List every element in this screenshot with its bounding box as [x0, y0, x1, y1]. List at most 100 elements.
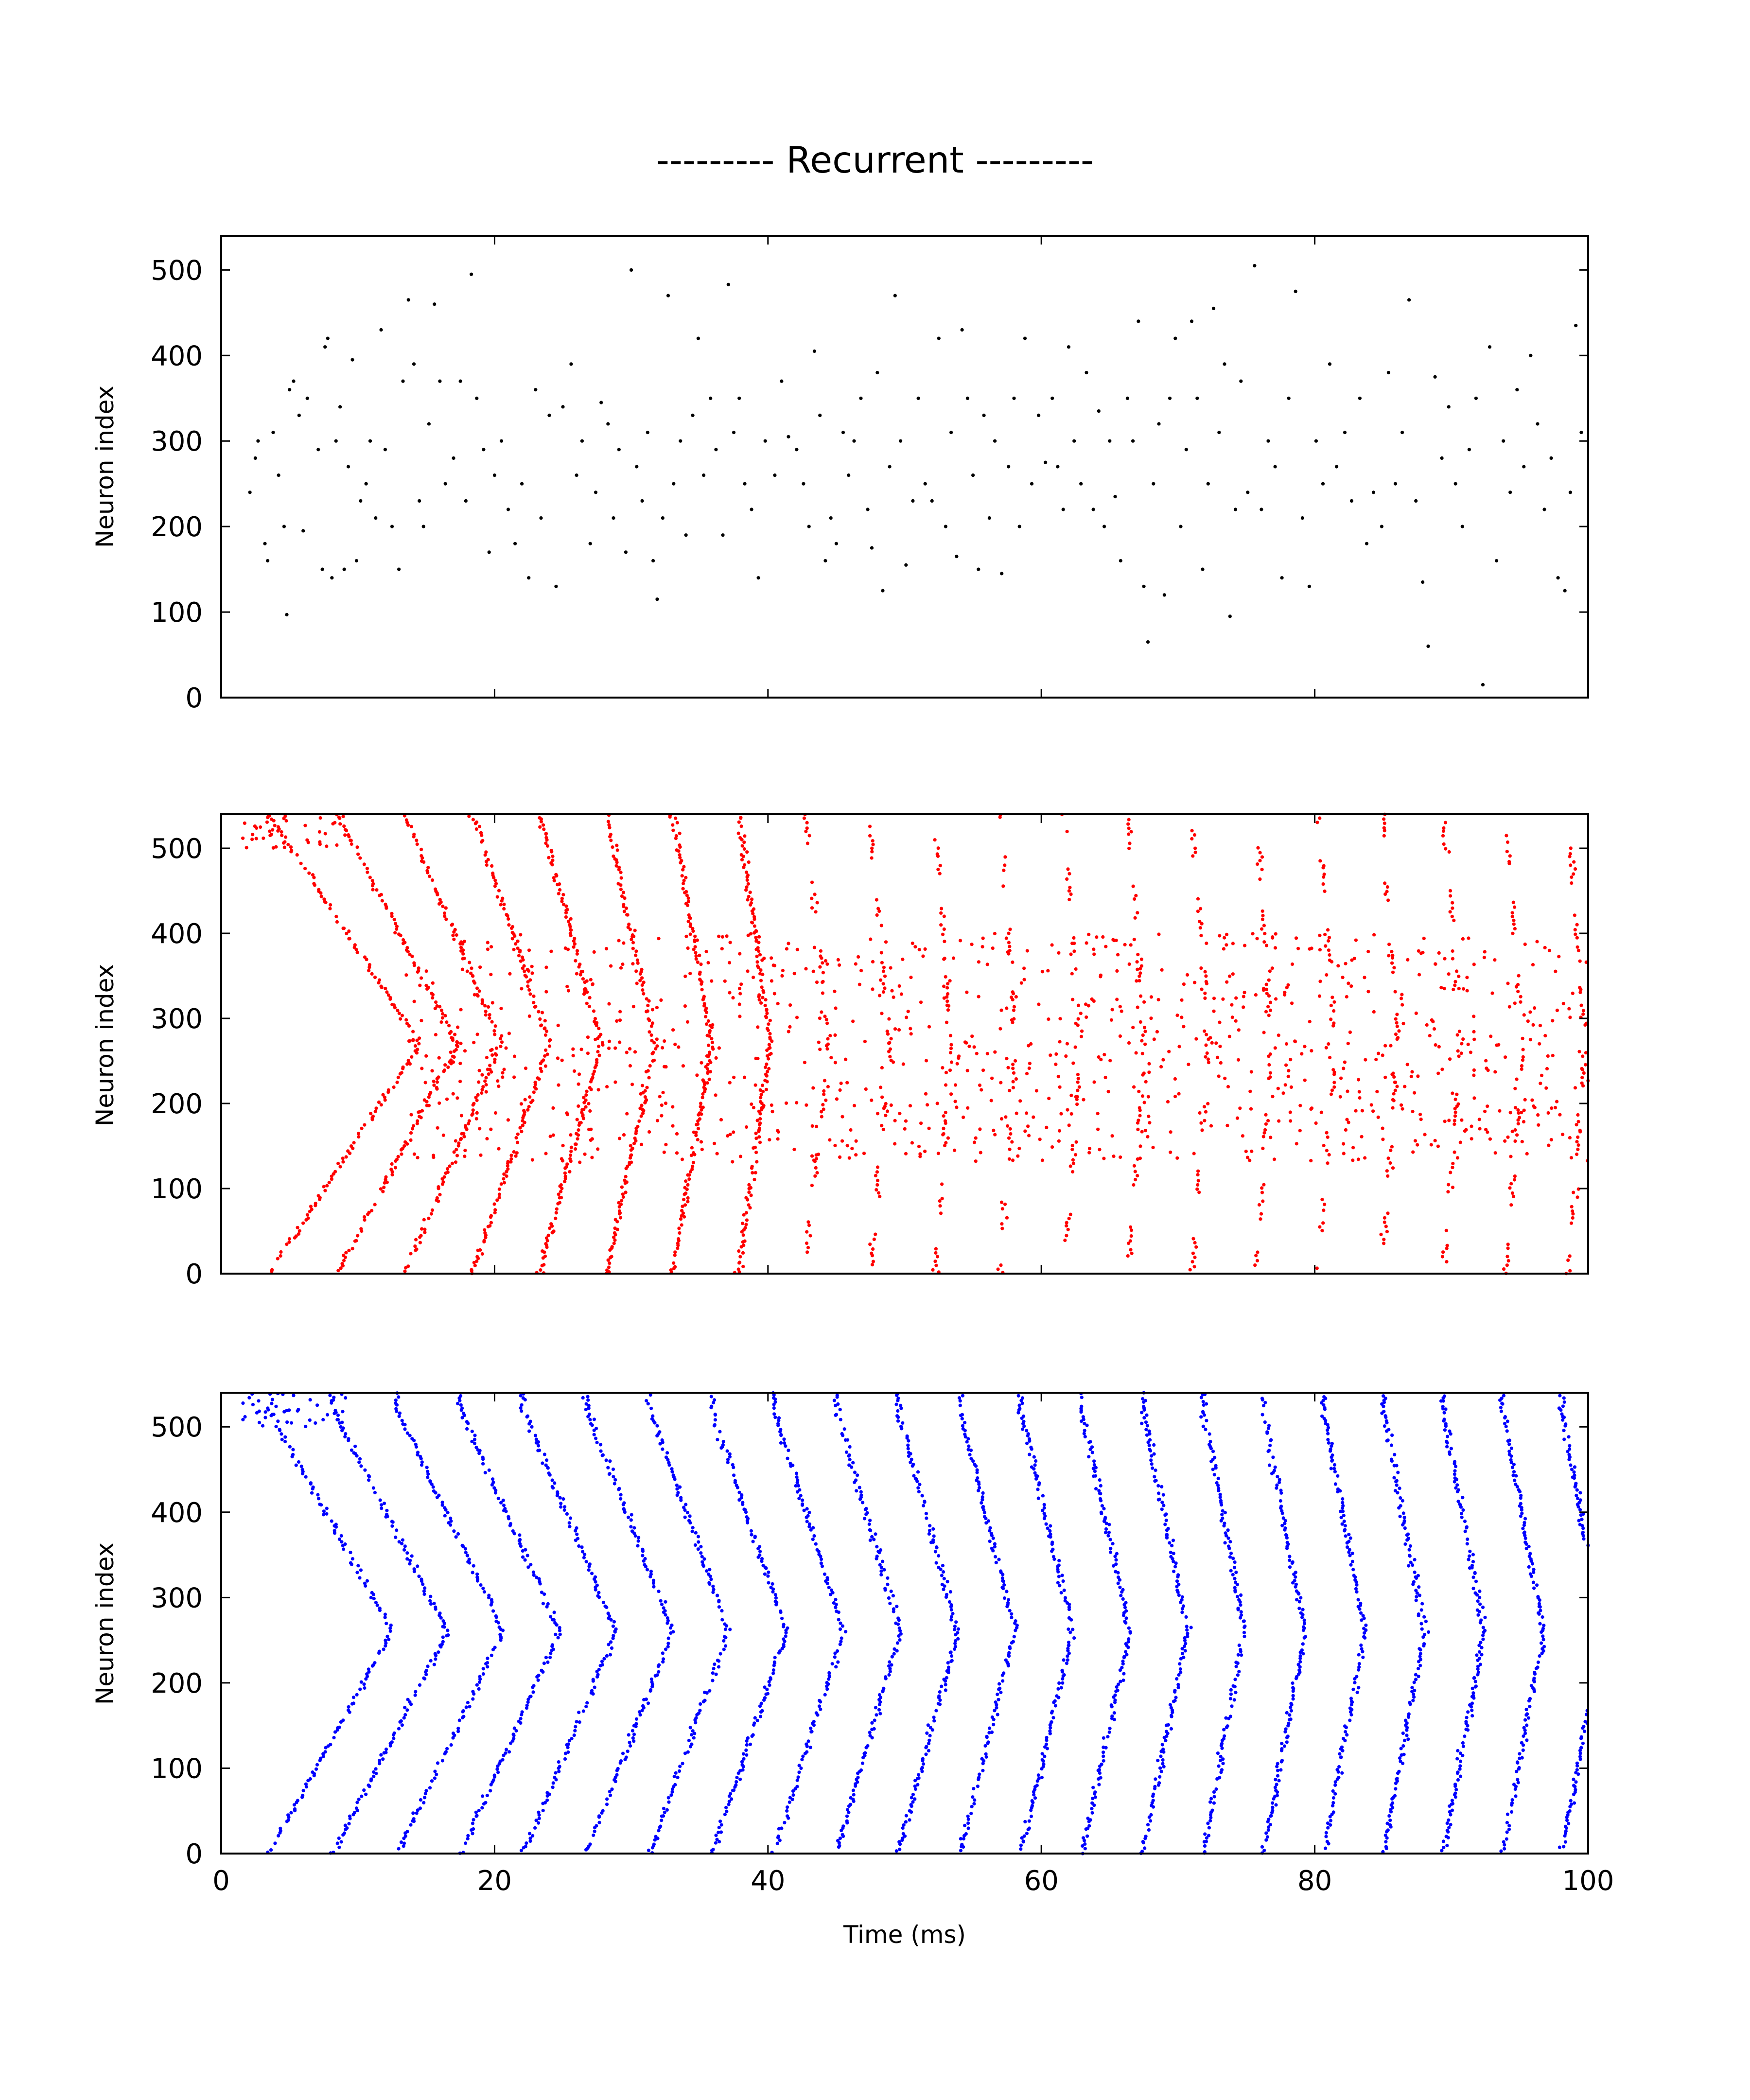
spike-middle — [1517, 974, 1521, 978]
spike-bottom — [429, 1602, 433, 1606]
spike-top — [506, 508, 510, 511]
spike-middle — [675, 1151, 679, 1155]
spike-middle — [1580, 1076, 1584, 1080]
spike-bottom — [994, 1560, 998, 1564]
spike-middle — [720, 947, 724, 951]
spike-bottom — [867, 1522, 871, 1526]
spike-bottom — [750, 1533, 753, 1537]
spike-bottom — [344, 1432, 348, 1436]
spike-middle — [897, 1028, 901, 1032]
spike-middle — [1572, 1190, 1575, 1194]
spike-middle — [985, 1051, 989, 1056]
spike-middle — [1533, 1006, 1537, 1010]
spike-middle — [1236, 1058, 1241, 1062]
spike-middle — [1138, 971, 1142, 975]
spike-bottom — [301, 1788, 305, 1793]
spike-middle — [1389, 1044, 1393, 1048]
spike-bottom — [360, 1794, 364, 1798]
spike-bottom — [597, 1591, 601, 1594]
spike-top — [1246, 490, 1250, 494]
spike-middle — [474, 827, 478, 831]
spike-middle — [430, 992, 434, 996]
spike-middle — [312, 882, 316, 886]
spike-middle — [1508, 854, 1512, 858]
spike-middle — [406, 1264, 410, 1268]
spike-middle — [1392, 1092, 1396, 1096]
spike-top — [305, 396, 309, 400]
spike-middle — [1132, 1183, 1136, 1187]
spike-top — [379, 328, 383, 332]
spike-middle — [317, 830, 322, 834]
spike-bottom — [562, 1508, 566, 1512]
spike-middle — [1546, 1111, 1550, 1115]
spike-bottom — [675, 1483, 679, 1487]
spike-middle — [526, 1108, 530, 1112]
spike-middle — [1382, 822, 1386, 825]
spike-middle — [442, 1068, 447, 1072]
spike-middle — [450, 1161, 455, 1165]
spike-middle — [924, 1059, 928, 1063]
spike-bottom — [810, 1730, 814, 1733]
spike-middle — [468, 961, 472, 964]
spike-bottom — [643, 1557, 647, 1561]
spike-middle — [560, 1196, 563, 1200]
spike-middle — [461, 948, 465, 952]
spike-middle — [1328, 1055, 1332, 1060]
spike-middle — [934, 1263, 938, 1267]
spike-middle — [664, 1143, 668, 1147]
spike-middle — [604, 947, 609, 951]
spike-middle — [1161, 1058, 1165, 1062]
spike-bottom — [549, 1651, 553, 1655]
spike-top — [406, 298, 410, 302]
spike-middle — [1321, 882, 1325, 886]
spike-middle — [1264, 987, 1269, 991]
spike-bottom — [671, 1473, 675, 1477]
spike-middle — [1383, 892, 1387, 896]
spike-middle — [487, 1072, 490, 1076]
spike-bottom — [545, 1458, 549, 1462]
spike-bottom — [886, 1576, 890, 1580]
spike-bottom — [806, 1514, 810, 1518]
spike-middle — [625, 913, 629, 917]
spike-middle — [695, 1073, 699, 1077]
spike-bottom — [699, 1702, 702, 1706]
spike-middle — [371, 882, 375, 886]
spike-bottom — [289, 1811, 293, 1815]
spike-bottom — [800, 1758, 804, 1762]
spike-middle — [1242, 1005, 1245, 1009]
spike-bottom — [544, 1656, 548, 1660]
spike-middle — [1458, 1140, 1462, 1144]
spike-middle — [338, 816, 342, 820]
spike-middle — [1451, 949, 1454, 953]
spike-top — [818, 413, 822, 418]
spike-middle — [298, 1229, 301, 1233]
spike-bottom — [493, 1645, 497, 1649]
spike-middle — [524, 1067, 528, 1070]
spike-middle — [486, 1068, 490, 1071]
spike-bottom — [606, 1611, 610, 1615]
spike-top — [965, 396, 969, 400]
spike-bottom — [959, 1837, 962, 1841]
spike-middle — [579, 1048, 583, 1051]
spike-bottom — [833, 1655, 837, 1659]
spike-middle — [426, 866, 430, 870]
spike-middle — [683, 1203, 687, 1207]
spike-middle — [1092, 952, 1096, 956]
spike-middle — [431, 996, 435, 1000]
spike-middle — [1235, 1116, 1240, 1120]
spike-middle — [694, 954, 698, 958]
spike-middle — [625, 1050, 629, 1054]
spike-top — [823, 559, 827, 563]
spike-bottom — [1040, 1752, 1044, 1756]
spike-middle — [1066, 867, 1070, 871]
spike-middle — [385, 990, 389, 994]
spike-top — [617, 448, 621, 452]
spike-bottom — [538, 1580, 542, 1584]
spike-bottom — [745, 1739, 749, 1743]
spike-middle — [1290, 1001, 1294, 1005]
spike-middle — [396, 1009, 400, 1013]
spike-middle — [875, 1188, 878, 1192]
spike-middle — [819, 949, 822, 953]
spike-middle — [533, 1081, 537, 1085]
spike-top — [937, 336, 941, 340]
